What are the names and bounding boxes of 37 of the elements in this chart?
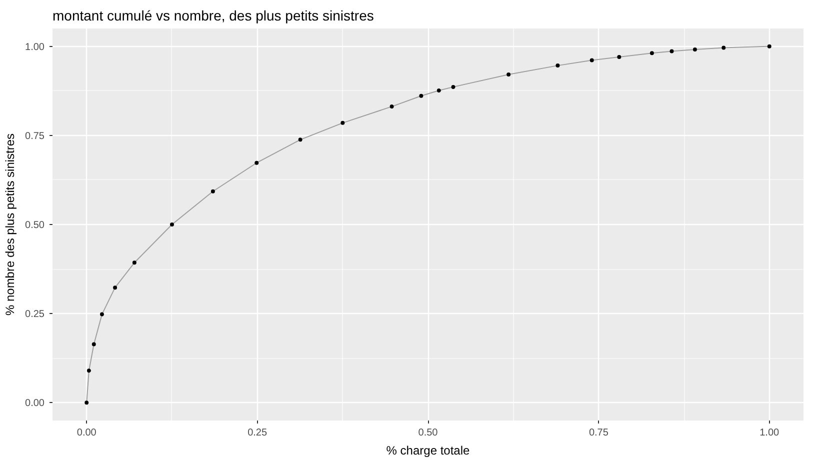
point <box>84 400 89 405</box>
point <box>170 222 174 226</box>
x-tick-label: 1.00 <box>760 428 780 438</box>
x-tick-label: 0.50 <box>418 428 438 438</box>
point <box>254 160 259 165</box>
x-tick-label: 0.25 <box>248 428 268 438</box>
x-tick-label: 0.00 <box>76 428 97 438</box>
point <box>92 342 96 346</box>
point <box>722 46 726 50</box>
y-tick-label: 0.00 <box>25 398 45 410</box>
y-tick-label: 0.75 <box>25 130 45 142</box>
point <box>650 51 654 56</box>
point <box>767 44 772 48</box>
point <box>670 49 674 54</box>
chart-title: montant cumulé vs nombre, des plus petits sinistres <box>52 8 374 24</box>
point <box>556 64 560 68</box>
point <box>419 94 424 98</box>
point <box>390 104 394 109</box>
point <box>506 72 511 76</box>
point <box>100 312 104 316</box>
point <box>298 138 302 142</box>
point <box>86 368 91 373</box>
point <box>617 55 622 60</box>
y-axis-title: % nombre des plus petits sinistres <box>3 133 18 316</box>
point <box>113 286 118 290</box>
y-tick-label: 0.25 <box>25 309 45 320</box>
x-tick-label: 0.75 <box>588 428 609 438</box>
point <box>451 84 456 89</box>
point <box>436 88 441 93</box>
y-tick-label: 0.50 <box>25 220 45 231</box>
point <box>340 120 345 125</box>
y-tick-label: 1.00 <box>25 42 45 53</box>
point <box>590 58 594 62</box>
point <box>132 260 136 265</box>
point <box>692 48 697 52</box>
point <box>210 189 215 194</box>
x-axis-title: % charge totale <box>386 444 470 458</box>
